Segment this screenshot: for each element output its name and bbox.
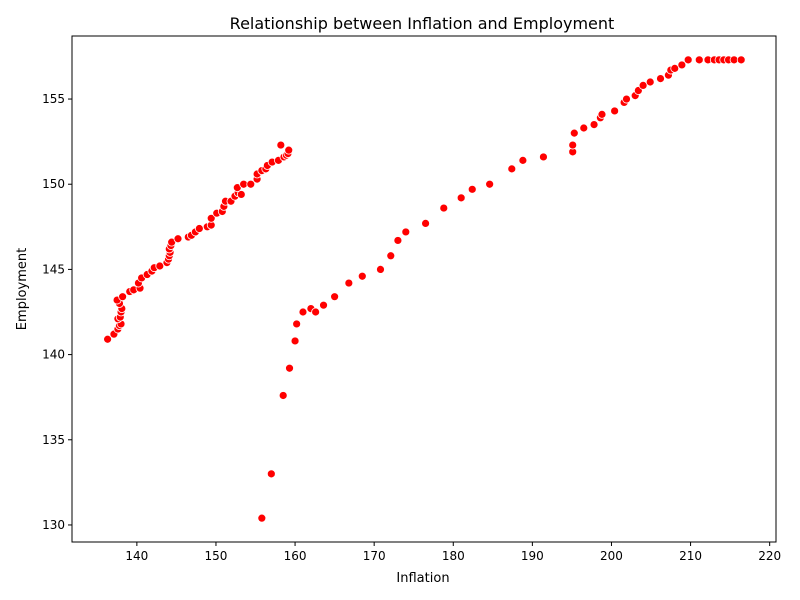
data-point <box>579 123 589 133</box>
y-tick-label: 140 <box>42 348 65 362</box>
data-point <box>386 251 396 261</box>
data-point <box>485 179 495 189</box>
data-point <box>645 77 655 87</box>
y-tick-label: 145 <box>42 262 65 276</box>
data-point <box>610 106 620 116</box>
data-point <box>467 184 477 194</box>
data-point <box>246 179 256 189</box>
data-point <box>507 164 517 174</box>
x-tick-label: 200 <box>600 549 623 563</box>
data-point <box>278 391 288 400</box>
data-point <box>736 55 746 65</box>
data-point <box>285 363 294 373</box>
data-point <box>539 152 548 162</box>
data-point <box>677 60 687 70</box>
x-tick-label: 160 <box>284 549 307 563</box>
data-point <box>236 190 246 199</box>
data-point <box>439 203 449 213</box>
data-point <box>311 307 321 317</box>
data-point <box>421 219 430 228</box>
data-point <box>330 292 340 302</box>
x-tick-label: 170 <box>363 549 386 563</box>
data-point <box>694 55 704 65</box>
data-point <box>597 109 607 119</box>
data-point <box>257 513 267 523</box>
data-point <box>569 128 579 138</box>
data-point <box>683 55 693 65</box>
data-point <box>206 213 216 223</box>
data-point <box>393 236 403 245</box>
data-point <box>622 94 631 104</box>
chart-title: Relationship between Inflation and Emplo… <box>230 14 615 33</box>
data-point <box>118 292 128 302</box>
ticks-layer: 140 150 160 170 180 190 200 210 220 130 135 140 145 1… <box>42 92 781 563</box>
data-point <box>401 227 411 237</box>
data-point <box>670 63 680 73</box>
data-point <box>589 120 599 129</box>
plot-area-frame <box>71 35 777 543</box>
data-point <box>344 278 354 288</box>
x-tick-label: 220 <box>758 549 781 563</box>
data-point <box>568 140 578 150</box>
data-point <box>103 334 112 344</box>
y-tick-label: 155 <box>42 92 65 106</box>
x-axis-label: Inflation <box>396 571 449 586</box>
x-tick-label: 210 <box>679 549 702 563</box>
data-point <box>155 261 165 271</box>
x-tick-label: 180 <box>442 549 465 563</box>
data-point <box>376 265 385 274</box>
data-point <box>656 74 665 83</box>
data-point <box>292 319 302 329</box>
data-point <box>194 224 204 233</box>
x-tick-label: 190 <box>521 549 544 563</box>
data-point <box>357 271 367 281</box>
y-tick-label: 135 <box>42 433 65 447</box>
data-point <box>276 140 286 150</box>
data-point <box>456 193 466 203</box>
data-point <box>173 234 183 244</box>
x-tick-label: 140 <box>125 549 148 563</box>
y-tick-label: 150 <box>42 177 65 191</box>
data-point <box>284 145 294 155</box>
y-tick-label: 130 <box>42 518 65 532</box>
data-point <box>319 300 328 310</box>
data-point <box>290 336 300 346</box>
data-point <box>298 307 308 317</box>
y-axis-label: Employment <box>15 248 30 330</box>
points-layer <box>103 55 746 523</box>
x-tick-label: 150 <box>205 549 228 563</box>
data-point <box>518 155 528 165</box>
data-point <box>638 81 648 90</box>
data-point <box>266 469 276 479</box>
